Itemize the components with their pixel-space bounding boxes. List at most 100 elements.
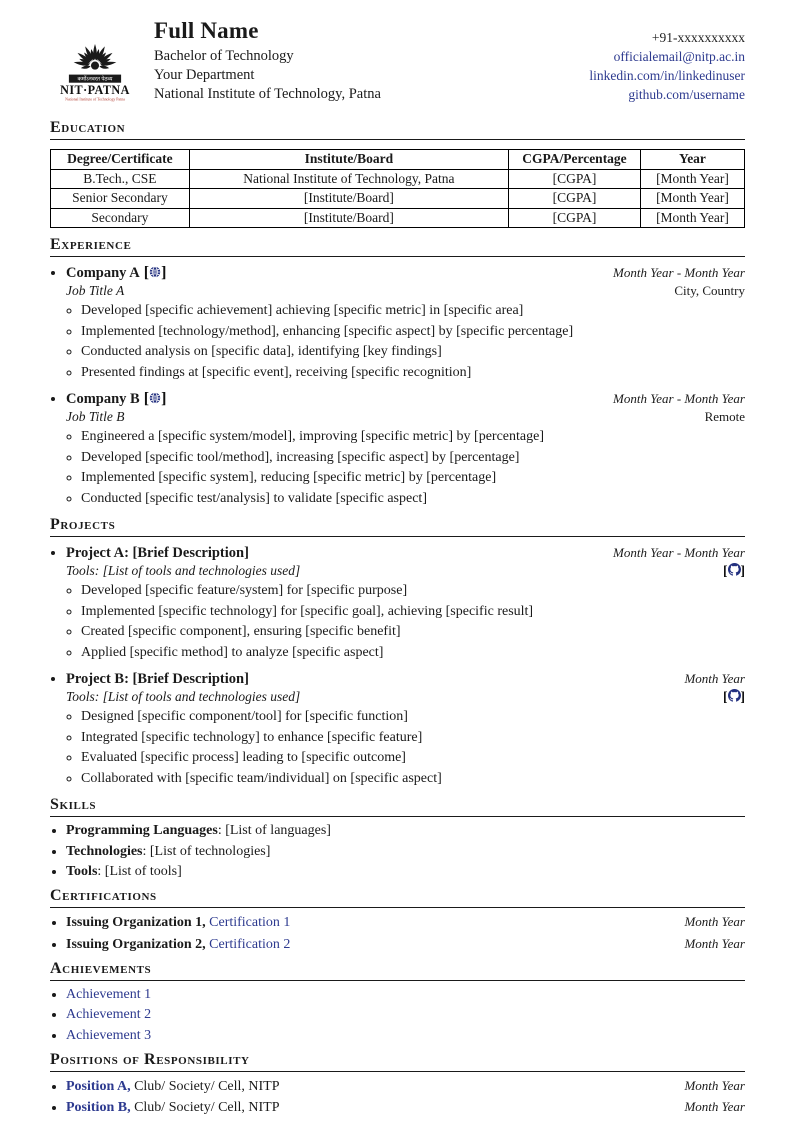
skill-label: Tools bbox=[66, 864, 98, 879]
skill-label: Technologies bbox=[66, 843, 143, 859]
section-skills: Skills Programming Languages: [List of l… bbox=[50, 796, 745, 879]
certification-item: Issuing Organization 2, Certification 2 … bbox=[66, 936, 745, 952]
job-title: Job Title A bbox=[66, 283, 125, 298]
experience-bullet: Engineered a [specific system/model], im… bbox=[81, 429, 745, 445]
cell-cgpa: [CGPA] bbox=[508, 168, 641, 189]
section-title-achievements: Achievements bbox=[50, 960, 745, 981]
section-title-experience: Experience bbox=[50, 236, 745, 257]
skill-label: Programming Languages bbox=[66, 823, 218, 838]
cell-degree: Secondary bbox=[50, 207, 190, 228]
achievement-item: Achievement 3 bbox=[66, 1028, 745, 1043]
github-icon bbox=[727, 689, 741, 702]
project-dates: Month Year bbox=[684, 671, 745, 686]
experience-bullet: Implemented [specific system], reducing … bbox=[81, 470, 745, 486]
experience-bullet: Conducted [specific test/analysis] to va… bbox=[81, 491, 745, 507]
table-header-row: Degree/Certificate Institute/Board CGPA/… bbox=[50, 149, 746, 170]
experience-bullet: Conducted analysis on [specific data], i… bbox=[81, 344, 745, 360]
section-projects: Projects Project A: [Brief Description] … bbox=[50, 516, 745, 786]
col-header: Year bbox=[639, 149, 746, 170]
company-website-link[interactable]: [] bbox=[143, 390, 167, 407]
section-education: Education Degree/Certificate Institute/B… bbox=[50, 119, 746, 228]
linkedin-link[interactable]: linkedin.com/in/linkedinuser bbox=[589, 68, 745, 83]
table-row: B.Tech., CSE National Institute of Techn… bbox=[50, 168, 746, 189]
experience-bullet: Presented findings at [specific event], … bbox=[81, 365, 745, 381]
achievement-link[interactable]: Achievement 2 bbox=[66, 1007, 152, 1022]
achievement-link[interactable]: Achievement 1 bbox=[66, 986, 152, 1002]
section-certifications: Certifications Issuing Organization 1, C… bbox=[50, 887, 745, 952]
github-profile-link[interactable]: github.com/username bbox=[628, 87, 745, 102]
section-title-positions: Positions of Responsibility bbox=[50, 1051, 745, 1072]
position-link[interactable]: Position B, bbox=[66, 1100, 131, 1115]
github-icon bbox=[727, 563, 741, 576]
position-detail: Club/ Society/ Cell, NITP bbox=[130, 1100, 280, 1115]
col-header: Degree/Certificate bbox=[50, 149, 190, 170]
position-item: Position A, Club/ Society/ Cell, NITP Mo… bbox=[66, 1078, 745, 1094]
company-name: Company A bbox=[66, 265, 140, 281]
experience-dates: Month Year - Month Year bbox=[613, 391, 745, 406]
cell-degree: B.Tech., CSE bbox=[50, 168, 190, 189]
institute-line: National Institute of Technology, Patna bbox=[154, 86, 381, 102]
project-bullet: Implemented [specific technology] for [s… bbox=[81, 604, 745, 620]
project-bullet: Integrated [specific technology] to enha… bbox=[81, 730, 745, 746]
experience-entry: Company A[] Month Year - Month Year Job … bbox=[66, 264, 745, 380]
nitp-logo: कर्मोऽनवरत पेठव्य NIT·PATNA National Ins… bbox=[50, 18, 140, 111]
header: कर्मोऽनवरत पेठव्य NIT·PATNA National Ins… bbox=[50, 16, 745, 111]
section-achievements: Achievements Achievement 1 Achievement 2… bbox=[50, 960, 745, 1043]
skill-item: Programming Languages: [List of language… bbox=[66, 823, 745, 838]
project-dates: Month Year - Month Year bbox=[613, 545, 745, 560]
certification-date: Month Year bbox=[684, 914, 745, 929]
position-link[interactable]: Position A, bbox=[66, 1078, 131, 1094]
certification-link[interactable]: Certification 2 bbox=[205, 936, 291, 952]
experience-entry: Company B[] Month Year - Month Year Job … bbox=[66, 390, 745, 506]
issuing-org: Issuing Organization 2, bbox=[66, 936, 206, 952]
identity-block: Full Name Bachelor of Technology Your De… bbox=[140, 16, 589, 104]
email-link[interactable]: officialemail@nitp.ac.in bbox=[613, 49, 745, 64]
skill-value: : [List of technologies] bbox=[142, 843, 271, 859]
position-date: Month Year bbox=[684, 1077, 745, 1093]
job-title: Job Title B bbox=[66, 409, 125, 424]
job-location: City, Country bbox=[674, 283, 745, 298]
table-row: Secondary [Institute/Board] [CGPA] [Mont… bbox=[50, 207, 746, 228]
full-name: Full Name bbox=[154, 18, 259, 43]
job-location: Remote bbox=[704, 409, 745, 424]
cell-year: [Month Year] bbox=[639, 168, 746, 189]
skill-item: Technologies: [List of technologies] bbox=[66, 844, 745, 859]
certification-item: Issuing Organization 1, Certification 1 … bbox=[66, 914, 745, 930]
experience-bullet: Developed [specific tool/method], increa… bbox=[81, 450, 745, 466]
project-bullet: Collaborated with [specific team/individ… bbox=[81, 771, 745, 787]
position-item: Position B, Club/ Society/ Cell, NITP Mo… bbox=[66, 1099, 745, 1115]
logo-motto: कर्मोऽनवरत पेठव्य bbox=[78, 76, 114, 83]
project-github-link[interactable]: [] bbox=[723, 689, 745, 704]
globe-icon bbox=[149, 392, 161, 404]
logo-acronym: NIT·PATNA bbox=[60, 83, 130, 97]
company-name: Company B bbox=[66, 391, 140, 407]
cell-institute: National Institute of Technology, Patna bbox=[188, 168, 510, 189]
skill-value: : [List of languages] bbox=[217, 823, 331, 838]
project-bullet: Applied [specific method] to analyze [sp… bbox=[81, 645, 745, 661]
section-experience: Experience Company A[] Month Year - Mont… bbox=[50, 236, 745, 506]
logo-subtext: National Institute of Technology Patna bbox=[65, 98, 125, 102]
achievement-link[interactable]: Achievement 3 bbox=[66, 1027, 152, 1043]
contact-block: +91-xxxxxxxxxx officialemail@nitp.ac.in … bbox=[589, 16, 745, 104]
degree-line: Bachelor of Technology bbox=[154, 48, 294, 64]
project-entry: Project A: [Brief Description] Month Yea… bbox=[66, 544, 745, 660]
project-bullet: Created [specific component], ensuring [… bbox=[81, 624, 745, 640]
skill-value: : [List of tools] bbox=[97, 864, 182, 879]
cell-cgpa: [CGPA] bbox=[508, 188, 641, 209]
company-website-link[interactable]: [] bbox=[143, 264, 167, 281]
issuing-org: Issuing Organization 1, bbox=[66, 915, 206, 930]
project-entry: Project B: [Brief Description] Month Yea… bbox=[66, 670, 745, 786]
col-header: CGPA/Percentage bbox=[508, 149, 641, 170]
section-title-projects: Projects bbox=[50, 516, 745, 537]
experience-bullet: Developed [specific achievement] achievi… bbox=[81, 303, 745, 319]
section-title-education: Education bbox=[50, 119, 745, 140]
project-name: Project B: [Brief Description] bbox=[66, 671, 249, 687]
nitp-logo-icon: कर्मोऽनवरत पेठव्य NIT·PATNA National Ins… bbox=[60, 44, 130, 102]
position-date: Month Year bbox=[684, 1099, 745, 1114]
experience-dates: Month Year - Month Year bbox=[613, 265, 745, 280]
achievement-item: Achievement 1 bbox=[66, 987, 745, 1002]
certification-link[interactable]: Certification 1 bbox=[205, 915, 291, 930]
education-table: Degree/Certificate Institute/Board CGPA/… bbox=[50, 149, 746, 228]
project-github-link[interactable]: [] bbox=[723, 563, 745, 578]
